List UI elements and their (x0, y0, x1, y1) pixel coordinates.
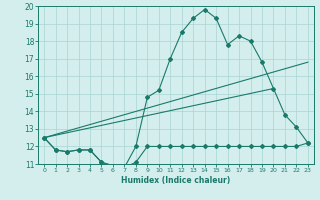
X-axis label: Humidex (Indice chaleur): Humidex (Indice chaleur) (121, 176, 231, 185)
